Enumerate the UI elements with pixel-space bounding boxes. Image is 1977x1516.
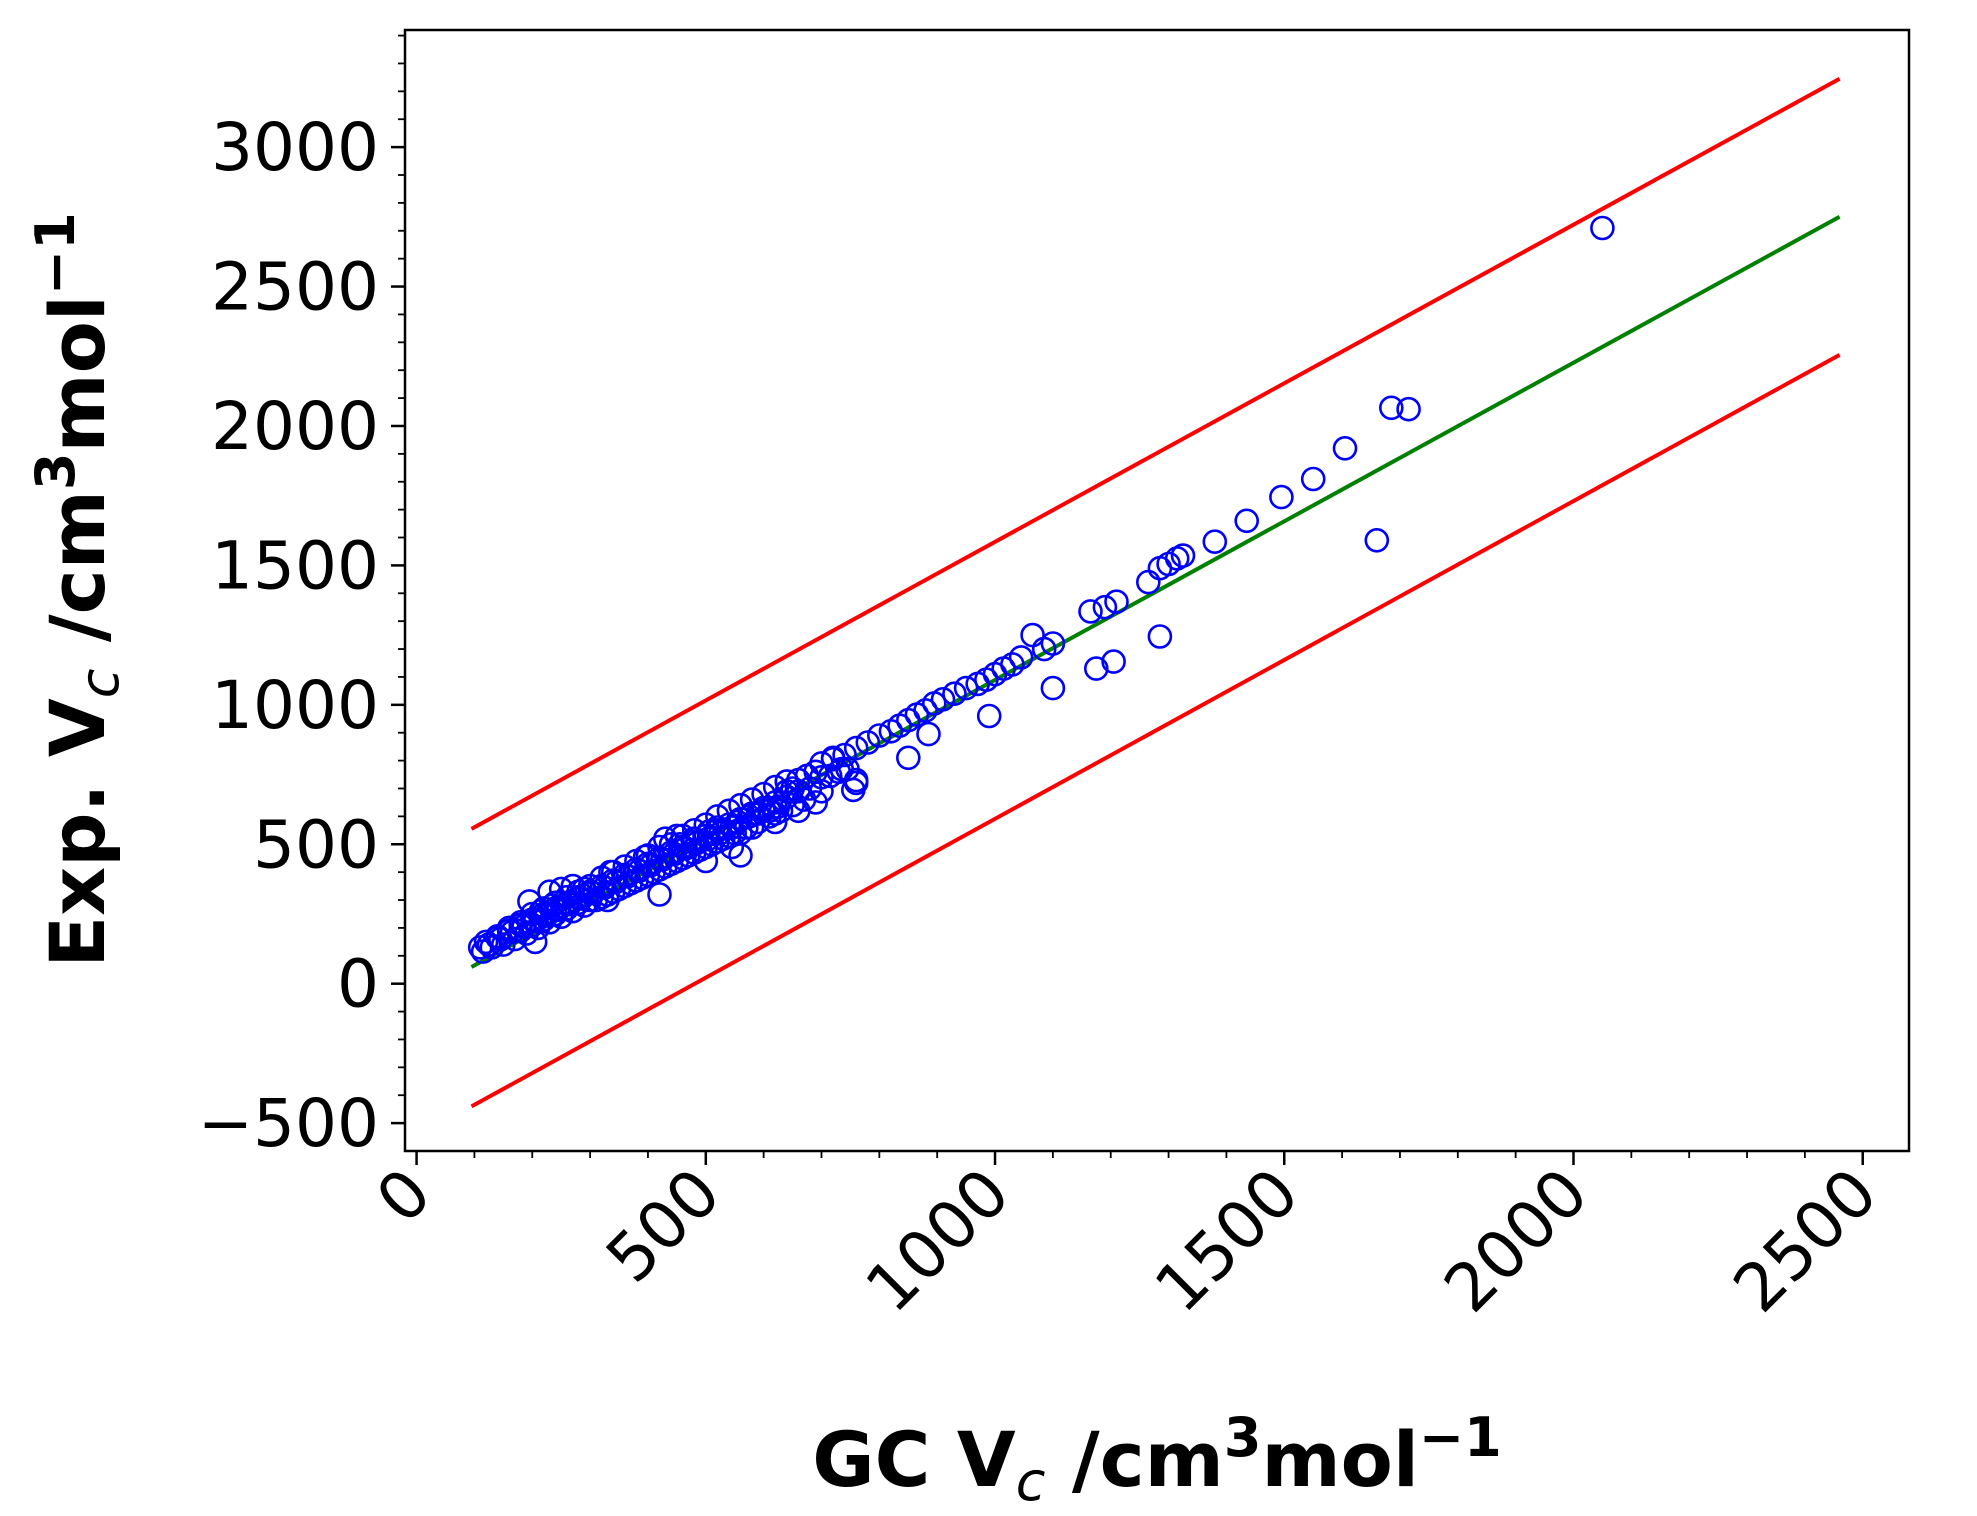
y-tick-label: 0 <box>337 946 379 1023</box>
data-point <box>566 890 591 916</box>
data-point <box>647 882 672 907</box>
y-axis-label-superscript: 3 <box>24 453 87 491</box>
data-point <box>670 845 696 871</box>
data-point <box>1332 435 1358 461</box>
data-point <box>832 742 857 768</box>
y-tick-label: 1000 <box>211 667 379 744</box>
data-point <box>1364 527 1390 553</box>
x-axis-label-superscript-2: −1 <box>1419 1406 1502 1469</box>
data-point <box>519 912 545 938</box>
data-point <box>1084 656 1109 681</box>
data-point <box>916 721 941 747</box>
data-point <box>473 929 499 955</box>
x-tick-label: 0 <box>362 1154 446 1238</box>
data-point <box>1147 624 1173 649</box>
data-point <box>728 806 753 832</box>
data-point <box>571 876 597 902</box>
data-point <box>652 826 678 852</box>
x-axis-label-unit: /cm <box>1045 1415 1223 1504</box>
data-point <box>1379 395 1404 421</box>
data-point <box>624 868 649 893</box>
x-axis-label-main: GC V <box>812 1415 1016 1504</box>
data-point <box>696 819 722 845</box>
y-axis-label-main: Exp. V <box>33 698 122 968</box>
data-point <box>470 939 496 964</box>
data-point <box>632 844 658 870</box>
data-point <box>522 929 548 955</box>
data-point <box>843 735 869 761</box>
data-point <box>829 756 855 782</box>
x-axis-label-superscript: 3 <box>1224 1406 1262 1469</box>
data-point <box>1104 589 1129 615</box>
y-tick-label: −500 <box>198 1085 379 1162</box>
y-tick-label: 500 <box>253 806 379 883</box>
data-point <box>693 848 719 874</box>
data-point <box>528 898 554 924</box>
data-point <box>1020 622 1045 648</box>
data-point <box>1092 594 1118 620</box>
data-point <box>942 681 967 707</box>
data-point <box>598 859 623 885</box>
data-point <box>667 831 693 857</box>
data-point <box>1234 508 1259 534</box>
x-tick-label: 2000 <box>1430 1154 1603 1327</box>
x-axis-label: GC Vc /cm3mol−1 <box>812 1406 1501 1513</box>
data-point <box>765 794 791 819</box>
data-point <box>965 671 991 697</box>
data-point <box>635 862 661 888</box>
data-point <box>1040 675 1066 701</box>
data-point <box>681 826 707 852</box>
x-axis-label-subscript: c <box>1016 1450 1046 1513</box>
data-point <box>560 873 586 899</box>
y-axis-label-superscript-2: −1 <box>24 212 87 295</box>
data-point <box>1008 645 1034 670</box>
data-point <box>1202 529 1228 555</box>
y-axis-label: Exp. Vc /cm3mol−1 <box>24 212 131 968</box>
data-point <box>1101 649 1126 674</box>
data-point <box>1590 215 1615 241</box>
data-point <box>1269 484 1294 510</box>
y-axis-label-unit-mol: mol <box>33 295 122 452</box>
data-point <box>895 745 921 771</box>
data-point <box>595 887 620 913</box>
y-axis-label-unit: /cm <box>33 490 122 668</box>
data-point <box>878 718 904 744</box>
data-point <box>719 834 745 860</box>
data-point <box>476 932 502 957</box>
data-point <box>797 776 823 801</box>
x-axis-label-unit-mol: mol <box>1261 1415 1418 1504</box>
x-tick-label: 2500 <box>1719 1154 1892 1327</box>
x-tick-label: 500 <box>592 1154 736 1298</box>
data-point <box>921 691 947 716</box>
x-tick-label: 1000 <box>851 1154 1024 1327</box>
lower-bound-line <box>470 353 1841 1109</box>
upper-bound-line <box>470 77 1841 831</box>
data-point <box>1078 599 1103 624</box>
y-tick-label: 2000 <box>211 388 379 465</box>
data-point <box>612 873 638 899</box>
y-tick-label: 2500 <box>211 249 379 326</box>
data-point <box>780 776 805 801</box>
x-tick-label: 1500 <box>1140 1154 1313 1327</box>
data-point <box>1136 569 1161 595</box>
data-point <box>774 769 800 794</box>
data-point <box>647 857 672 882</box>
data-point <box>953 675 979 701</box>
y-tick-label: 3000 <box>211 109 379 186</box>
y-tick-label: 1500 <box>211 527 379 604</box>
data-point <box>976 703 1002 729</box>
data-point <box>488 926 513 952</box>
data-point <box>1396 396 1421 422</box>
data-points <box>467 215 1615 964</box>
data-point <box>1300 466 1326 492</box>
data-point <box>728 843 753 868</box>
data-point <box>855 730 881 755</box>
data-point <box>540 893 565 918</box>
y-axis-label-subscript: c <box>68 669 131 699</box>
